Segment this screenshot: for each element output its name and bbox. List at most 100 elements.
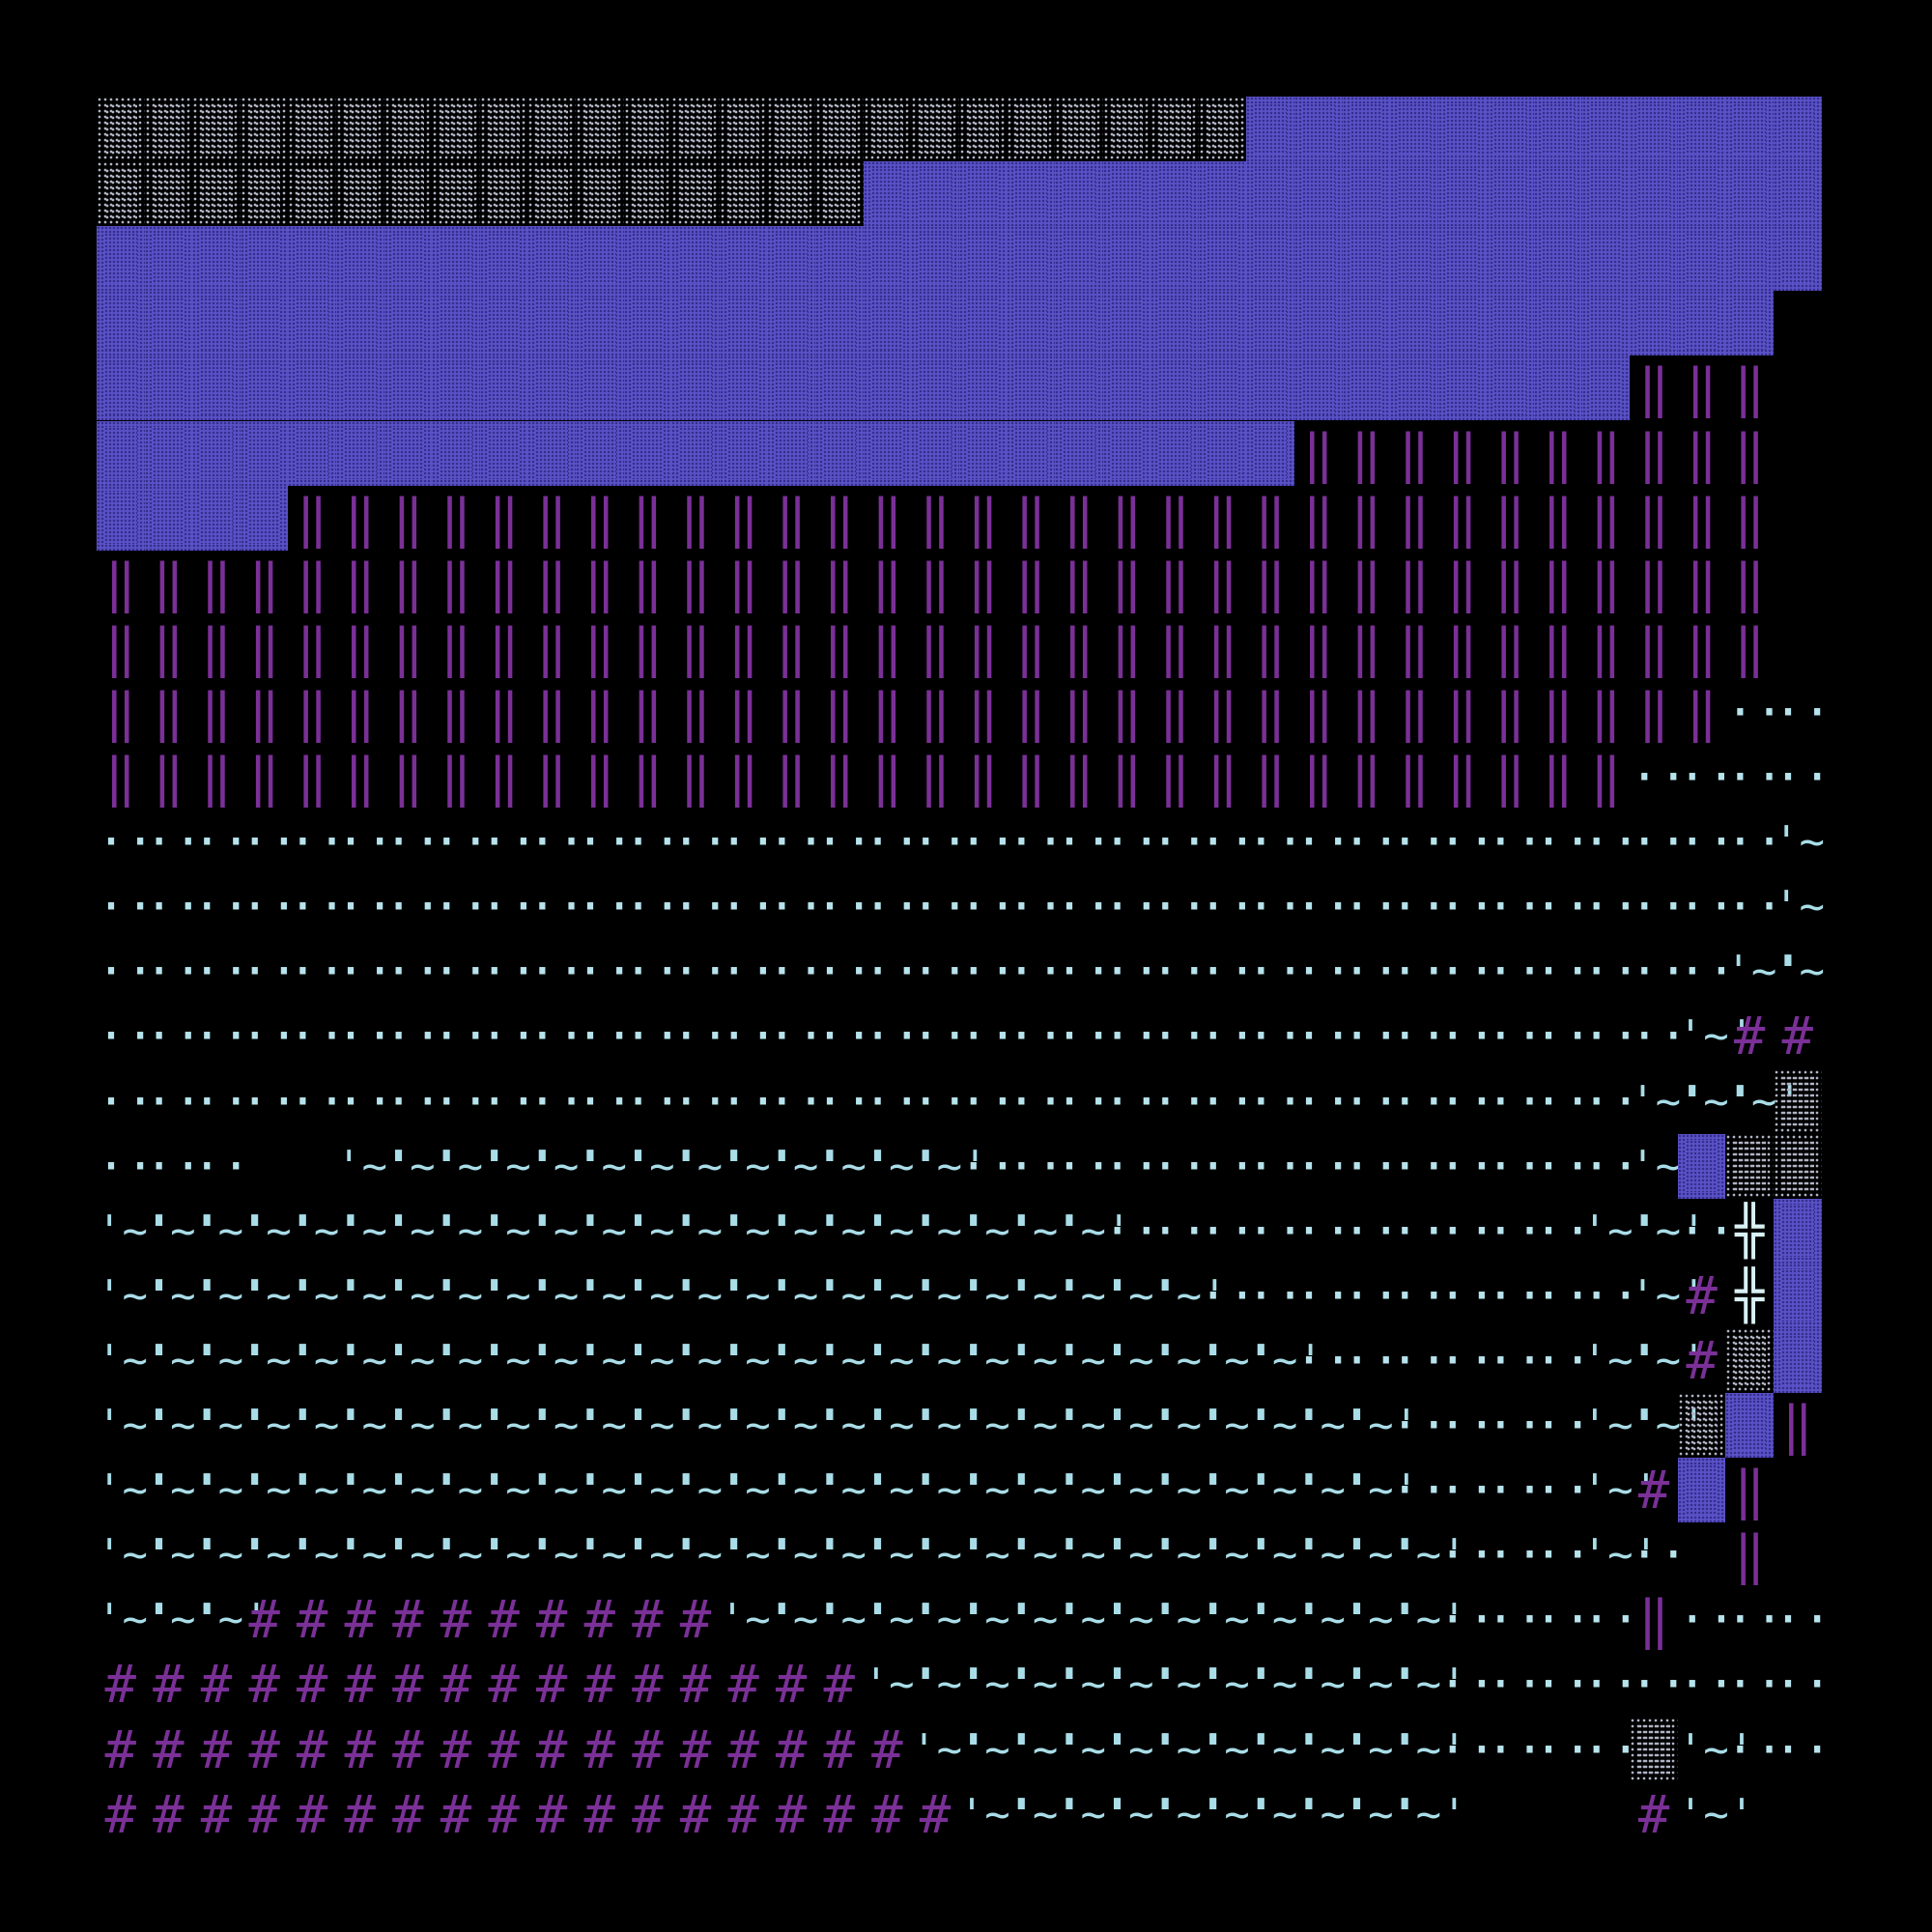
water-wave[interactable]: '~' — [1246, 1401, 1323, 1450]
water-wave[interactable]: '~' — [240, 1465, 318, 1516]
block-tile[interactable] — [1581, 97, 1631, 161]
floor-dot[interactable]: ·· — [1390, 1137, 1449, 1194]
wall-tile[interactable]: ‖ — [1207, 487, 1238, 549]
rubble-hash[interactable]: # — [440, 1654, 472, 1716]
wall-tile[interactable]: ‖ — [1063, 616, 1095, 678]
shade-tile[interactable] — [576, 161, 624, 227]
floor-dot[interactable]: ·· — [671, 1072, 730, 1129]
wall-tile[interactable]: ‖ — [1446, 747, 1478, 808]
floor-dot[interactable]: ·· — [1677, 1202, 1737, 1259]
wall-tile[interactable]: ‖ — [1350, 747, 1382, 808]
floor-dot[interactable]: ·· — [958, 1072, 1018, 1129]
water-wave[interactable]: '~' — [1390, 1789, 1467, 1835]
shade-tile[interactable] — [623, 161, 672, 227]
floor-dot[interactable]: ·· — [1294, 813, 1353, 870]
floor-dot[interactable]: ·· — [1198, 1008, 1258, 1065]
wall-tile[interactable]: ‖ — [1637, 487, 1670, 549]
water-wave[interactable]: '~' — [384, 1401, 462, 1450]
wall-tile[interactable]: ‖ — [1063, 747, 1095, 808]
block-tile[interactable] — [1151, 420, 1199, 486]
block-tile[interactable] — [1437, 291, 1487, 356]
wall-tile[interactable]: ‖ — [919, 681, 952, 743]
wall-tile[interactable]: ‖ — [248, 681, 280, 743]
wall-tile[interactable]: ‖ — [967, 681, 999, 743]
wall-tile[interactable]: ‖ — [392, 487, 424, 549]
wall-tile[interactable]: ‖ — [727, 681, 759, 743]
floor-dot[interactable]: ·· — [192, 1072, 251, 1129]
floor-dot[interactable]: ·· — [527, 1008, 586, 1065]
block-tile[interactable] — [576, 226, 624, 292]
water-wave[interactable]: '~' — [719, 1206, 797, 1256]
water-wave[interactable]: '~' — [336, 1206, 413, 1256]
water-wave[interactable]: '~' — [1581, 1530, 1660, 1580]
block-tile[interactable] — [911, 161, 959, 227]
shade-tile[interactable] — [815, 161, 864, 227]
floor-dot[interactable]: ·· — [1725, 1656, 1784, 1713]
floor-dot[interactable]: ·· — [1007, 878, 1065, 935]
water-wave[interactable]: '~' — [958, 1530, 1037, 1580]
floor-dot[interactable]: ·· — [192, 943, 251, 1000]
rubble-hash[interactable]: # — [296, 1654, 328, 1716]
water-wave[interactable]: '~' — [671, 1141, 749, 1191]
floor-dot[interactable]: ·· — [479, 1072, 539, 1129]
shade-tile[interactable] — [1198, 97, 1247, 161]
water-wave[interactable]: '~' — [911, 1206, 988, 1256]
rubble-hash[interactable]: # — [583, 1783, 616, 1835]
floor-dot[interactable]: ·· — [527, 943, 586, 1000]
wall-tile[interactable]: ‖ — [823, 487, 856, 549]
rubble-hash[interactable]: # — [632, 1783, 664, 1835]
floor-dot[interactable]: ·· — [1246, 1266, 1305, 1323]
water-wave[interactable]: '~' — [1198, 1724, 1276, 1775]
floor-dot[interactable]: ·· — [1390, 1462, 1449, 1519]
block-tile[interactable] — [958, 420, 1008, 486]
block-tile[interactable] — [1151, 291, 1199, 356]
wall-tile[interactable]: ‖ — [1733, 357, 1766, 419]
floor-dot[interactable]: ·· — [1630, 878, 1689, 935]
wall-tile[interactable]: ‖ — [679, 747, 712, 808]
floor-dot[interactable]: ·· — [1007, 1137, 1065, 1194]
floor-dot[interactable]: ·· — [1294, 1266, 1353, 1323]
wall-tile[interactable]: ‖ — [919, 487, 952, 549]
water-wave[interactable]: '~' — [432, 1335, 509, 1385]
wall-tile[interactable]: ‖ — [727, 747, 759, 808]
floor-dot[interactable]: ·· — [1437, 1008, 1497, 1065]
wall-tile[interactable]: ‖ — [1254, 487, 1287, 549]
floor-dot[interactable]: ·· — [97, 813, 156, 870]
floor-dot[interactable]: ·· — [384, 1008, 442, 1065]
block-tile[interactable] — [1437, 226, 1487, 292]
water-wave[interactable]: '~' — [1294, 1595, 1372, 1645]
wall-tile[interactable]: ‖ — [1590, 487, 1622, 549]
floor-dot[interactable]: ·· — [1534, 1591, 1593, 1648]
block-tile[interactable] — [1774, 1263, 1822, 1328]
floor-dot[interactable]: ·· — [384, 878, 442, 935]
block-tile[interactable] — [1294, 226, 1343, 292]
floor-dot[interactable]: ·· — [1534, 1137, 1593, 1194]
block-tile[interactable] — [1581, 291, 1631, 356]
block-tile[interactable] — [863, 355, 912, 421]
block-tile[interactable] — [1055, 161, 1103, 227]
block-tile[interactable] — [767, 420, 815, 486]
wall-tile[interactable]: ‖ — [153, 616, 185, 678]
block-tile[interactable] — [1437, 355, 1487, 421]
floor-dot[interactable]: ·· — [1198, 1266, 1258, 1323]
water-wave[interactable]: '~' — [671, 1530, 749, 1580]
floor-dot[interactable]: ·· — [1390, 1331, 1449, 1388]
block-tile[interactable] — [863, 420, 912, 486]
floor-dot[interactable]: ·· — [1390, 1008, 1449, 1065]
wall-tile[interactable]: ‖ — [440, 681, 472, 743]
block-tile[interactable] — [288, 291, 336, 356]
block-tile[interactable] — [1055, 226, 1103, 292]
wall-tile[interactable]: ‖ — [440, 747, 472, 808]
water-wave[interactable]: '~' — [97, 1595, 174, 1645]
block-tile[interactable] — [1390, 226, 1438, 292]
water-wave[interactable]: '~' — [719, 1401, 797, 1450]
wall-tile[interactable]: ‖ — [1111, 747, 1143, 808]
water-wave[interactable]: '~' — [767, 1595, 844, 1645]
floor-dot[interactable]: ·· — [1102, 1008, 1161, 1065]
wall-tile[interactable]: ‖ — [1686, 681, 1718, 743]
floor-dot[interactable]: ·· — [1581, 1008, 1640, 1065]
floor-dot[interactable]: ·· — [1534, 1720, 1593, 1777]
block-tile[interactable] — [1102, 291, 1151, 356]
shade-tile[interactable] — [1055, 97, 1103, 161]
floor-dot[interactable]: ·· — [527, 1072, 586, 1129]
